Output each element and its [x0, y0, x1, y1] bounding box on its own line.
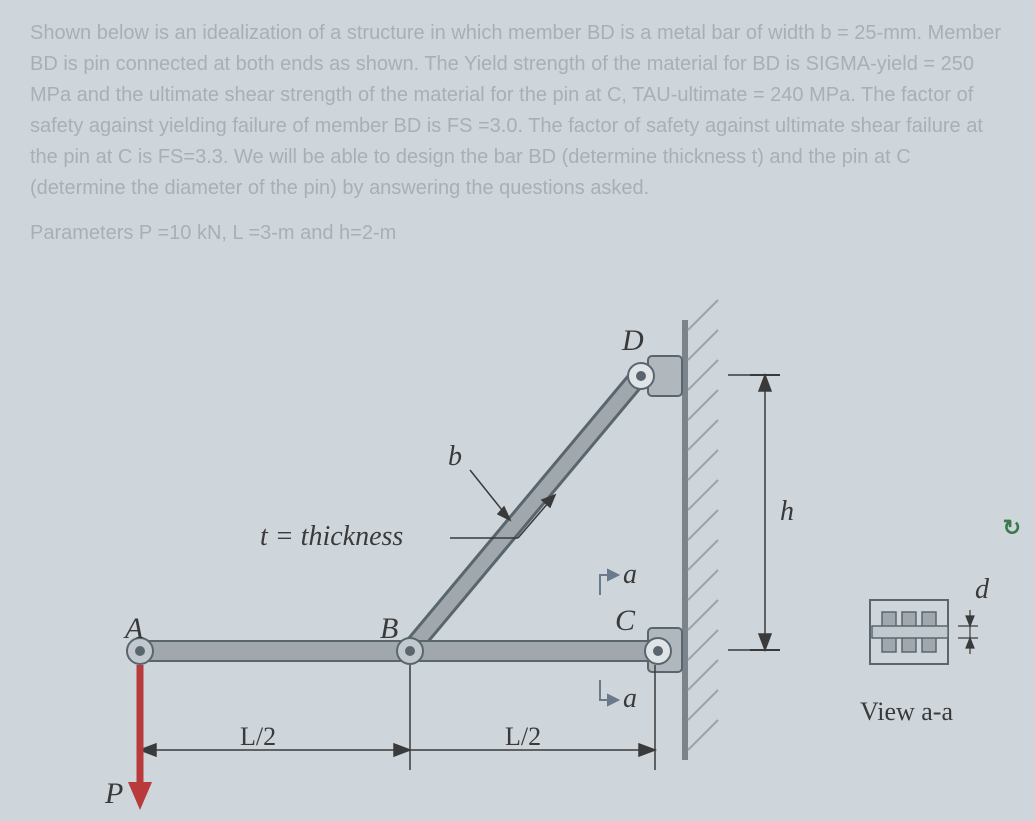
section-a-a: [600, 570, 618, 705]
label-a-bottom: a: [623, 683, 637, 714]
label-L1: L/2: [240, 722, 276, 751]
pin-D: [628, 363, 654, 389]
label-A: A: [123, 612, 144, 645]
problem-statement: Shown below is an idealization of a stru…: [30, 18, 1005, 204]
reload-icon[interactable]: ↻: [1003, 515, 1021, 541]
force-P: [128, 665, 152, 810]
parameters-line: Parameters P =10 kN, L =3-m and h=2-m: [30, 222, 1005, 245]
label-B: B: [380, 612, 398, 645]
label-d: d: [975, 574, 990, 605]
member-BD: [410, 375, 640, 650]
label-h: h: [780, 496, 794, 527]
label-b: b: [448, 441, 462, 472]
label-view-aa: View a-a: [860, 697, 953, 726]
label-C: C: [615, 604, 636, 637]
label-a-top: a: [623, 559, 637, 590]
dim-h: [728, 375, 780, 650]
label-L2: L/2: [505, 722, 541, 751]
problem-text-body: Shown below is an idealization of a stru…: [30, 22, 1001, 199]
pin-C: [645, 638, 671, 664]
pin-B: [397, 638, 423, 664]
wall: [682, 300, 718, 760]
label-P: P: [104, 777, 123, 810]
structural-diagram: D b t = thickness B A C a a h L/2 L/2 P …: [100, 320, 1000, 820]
label-D: D: [621, 324, 644, 357]
view-a-a-detail: [870, 600, 978, 664]
leader-b: [470, 470, 510, 520]
dim-L-right: [410, 665, 655, 770]
dim-L-left: [140, 665, 410, 770]
label-t: t = thickness: [260, 521, 403, 552]
